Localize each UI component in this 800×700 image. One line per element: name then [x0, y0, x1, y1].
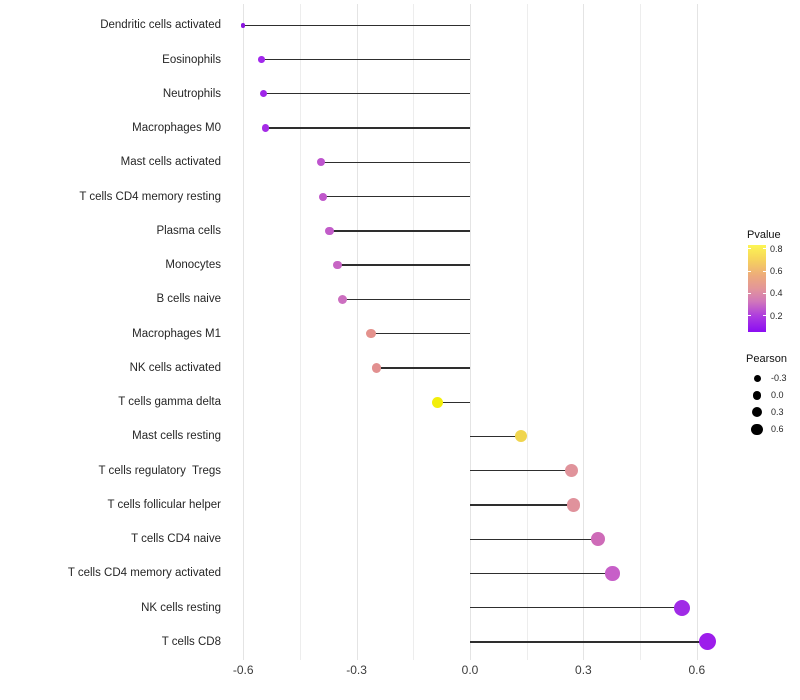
y-axis-label: NK cells activated [129, 361, 221, 374]
lollipop-dot [366, 328, 376, 339]
x-axis-tick-label: -0.6 [232, 663, 254, 677]
y-axis-label: Macrophages M1 [132, 327, 221, 340]
y-axis-label: T cells follicular helper [107, 498, 221, 511]
pearson-legend-label: 0.0 [771, 390, 784, 401]
colorbar-tick [748, 248, 751, 250]
colorbar-tick [748, 315, 751, 317]
pearson-legend-dot [751, 423, 763, 436]
y-axis-label: Plasma cells [156, 224, 221, 237]
y-axis-label: T cells CD4 memory activated [67, 567, 221, 580]
lollipop-dot [261, 124, 270, 132]
lollipop-stem [320, 161, 470, 163]
gridline-major [356, 4, 358, 660]
pearson-legend-dot [753, 374, 761, 382]
y-axis-label: T cells gamma delta [118, 396, 221, 409]
colorbar-tick [763, 270, 766, 272]
y-axis-label: T cells CD4 memory resting [79, 190, 221, 203]
lollipop-stem [470, 572, 613, 575]
colorbar-tick [763, 292, 766, 294]
colorbar-tick-label: 0.8 [770, 243, 783, 254]
lollipop-stem [470, 538, 599, 540]
y-axis-label: Dendritic cells activated [100, 19, 221, 32]
lollipop-dot [371, 363, 382, 373]
lollipop-dot [318, 192, 327, 201]
y-axis-label: Macrophages M0 [132, 122, 221, 135]
colorbar-tick-label: 0.2 [770, 310, 783, 321]
lollipop-stem [261, 58, 470, 61]
lollipop-dot [605, 566, 620, 581]
lollipop-dot [333, 260, 342, 270]
y-axis-label: Neutrophils [162, 87, 221, 100]
lollipop-dot [591, 532, 606, 547]
y-axis-label: Monocytes [165, 259, 221, 272]
lollipop-dot [698, 633, 716, 651]
lollipop-stem [470, 607, 682, 609]
lollipop-dot [514, 430, 527, 443]
lollipop-stem [243, 24, 470, 26]
pearson-legend-label: 0.3 [771, 407, 784, 418]
lollipop-dot [258, 56, 265, 63]
x-axis-tick-label: 0.3 [575, 663, 592, 677]
gridline-major [470, 4, 471, 660]
gridline-minor [526, 4, 528, 660]
lollipop-dot [325, 226, 334, 236]
x-axis-tick-label: -0.3 [346, 663, 367, 677]
lollipop-dot [566, 498, 581, 512]
pvalue-colorbar [748, 245, 766, 332]
lollipop-dot [240, 23, 246, 28]
lollipop-stem [265, 127, 470, 129]
gridline-minor [299, 4, 301, 660]
lollipop-stem [470, 641, 708, 643]
lollipop-stem [470, 504, 574, 506]
colorbar-tick-label: 0.6 [770, 266, 783, 277]
x-axis-tick-label: 0.6 [688, 663, 706, 677]
lollipop-stem [376, 367, 470, 369]
colorbar-tick [763, 315, 766, 317]
pearson-legend-label: -0.3 [771, 373, 787, 384]
pearson-legend-dot [752, 391, 762, 400]
y-axis-label: Mast cells activated [120, 156, 221, 169]
lollipop-dot [431, 396, 443, 408]
pearson-legend-dot [752, 407, 762, 418]
colorbar-tick [763, 248, 766, 250]
y-axis-label: T cells CD4 naive [131, 533, 221, 546]
x-axis-tick-label: 0.0 [461, 663, 479, 677]
lollipop-stem [470, 470, 572, 472]
gridline-major [696, 4, 698, 660]
gridline-major [243, 4, 245, 660]
lollipop-dot [316, 158, 325, 167]
lollipop-dot [260, 90, 268, 98]
pearson-legend-label: 0.6 [771, 424, 784, 435]
gridline-minor [640, 4, 642, 660]
y-axis-label: T cells CD8 [161, 635, 221, 648]
lollipop-stem [322, 195, 470, 198]
lollipop-stem [470, 435, 521, 438]
lollipop-stem [342, 298, 470, 301]
y-axis-label: Eosinophils [162, 53, 221, 66]
lollipop-dot [673, 599, 690, 616]
lollipop-stem [370, 332, 470, 335]
colorbar-tick [748, 270, 751, 272]
lollipop-stem [329, 230, 470, 232]
y-axis-label: Mast cells resting [132, 430, 221, 443]
pvalue-legend-title: Pvalue [747, 229, 781, 241]
lollipop-stem [437, 401, 470, 403]
gridline-major [583, 4, 585, 660]
y-axis-label: B cells naive [156, 293, 221, 306]
lollipop-dot [564, 463, 579, 478]
y-axis-label: NK cells resting [141, 601, 221, 614]
y-axis-label: T cells regulatory Tregs [98, 464, 221, 477]
lollipop-stem [337, 264, 470, 266]
colorbar-tick-label: 0.4 [770, 288, 783, 299]
lollipop-stem [263, 93, 470, 95]
pearson-legend-title: Pearson [746, 353, 787, 365]
lollipop-dot [338, 294, 348, 304]
gridline-minor [413, 4, 415, 660]
colorbar-tick [748, 292, 751, 294]
